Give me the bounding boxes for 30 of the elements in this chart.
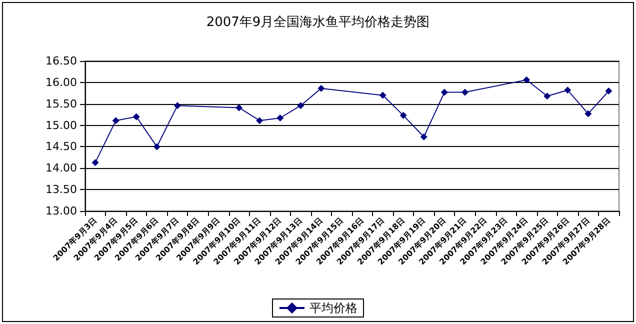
point bbox=[420, 133, 428, 140]
point bbox=[256, 117, 264, 124]
point bbox=[276, 114, 284, 122]
y-tick-label: 16.00 bbox=[46, 76, 77, 89]
y-tick-label: 15.50 bbox=[46, 97, 77, 110]
point bbox=[153, 143, 160, 150]
point bbox=[584, 110, 592, 118]
point bbox=[400, 112, 407, 119]
y-tick-label: 14.00 bbox=[46, 162, 77, 175]
y-tick-label: 13.50 bbox=[46, 183, 77, 196]
point bbox=[112, 117, 120, 124]
point bbox=[318, 84, 325, 92]
point bbox=[440, 88, 448, 96]
y-tick-label: 15.00 bbox=[46, 118, 77, 132]
chart-title: 2007年9月全国海水鱼平均价格走势图 bbox=[206, 15, 430, 30]
point bbox=[461, 88, 468, 96]
legend-label: 平均价格 bbox=[310, 301, 358, 315]
point bbox=[544, 92, 551, 100]
point bbox=[236, 104, 243, 112]
point bbox=[379, 92, 386, 99]
point bbox=[564, 86, 572, 94]
point bbox=[174, 102, 181, 110]
point bbox=[523, 76, 530, 84]
y-tick-label: 13.00 bbox=[46, 204, 77, 218]
y-tick-label: 16.50 bbox=[46, 54, 77, 68]
y-tick-label: 14.50 bbox=[46, 140, 77, 154]
point bbox=[297, 102, 304, 110]
point bbox=[132, 113, 140, 120]
point bbox=[605, 88, 612, 94]
point bbox=[92, 159, 99, 166]
